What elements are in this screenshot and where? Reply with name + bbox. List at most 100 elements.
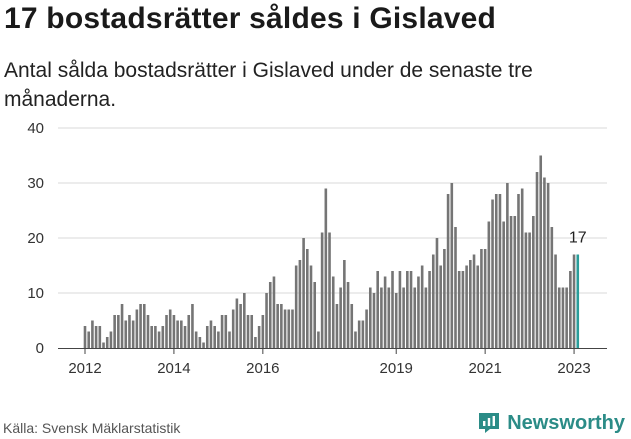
- bar: [539, 155, 543, 348]
- x-axis-ticks: 2012 2014 2016 2019 2021 2023: [68, 348, 591, 377]
- bar: [446, 194, 450, 348]
- bar: [261, 315, 265, 348]
- bar: [472, 254, 476, 348]
- bar: [409, 271, 413, 348]
- y-axis-labels: 0 10 20 30 40: [27, 120, 44, 357]
- bar: [376, 271, 379, 348]
- bar: [331, 276, 335, 348]
- highlight-value-label: 17: [569, 230, 587, 247]
- bar: [502, 221, 505, 348]
- bar: [394, 293, 398, 348]
- x-tick-label: 2016: [246, 360, 279, 377]
- x-tick-label: 2014: [157, 360, 190, 377]
- bar: [250, 315, 254, 348]
- bar-series: [83, 155, 580, 348]
- bar: [513, 216, 517, 348]
- bar: [265, 293, 268, 348]
- x-tick-label: 2012: [68, 360, 101, 377]
- bar: [368, 287, 372, 348]
- bar: [135, 309, 139, 348]
- bar: [228, 331, 231, 348]
- bar: [483, 249, 487, 348]
- bar: [346, 282, 350, 348]
- bar: [372, 293, 376, 348]
- bar: [546, 183, 550, 348]
- bar: [361, 320, 365, 348]
- x-tick-label: 2019: [380, 360, 413, 377]
- bar: [517, 194, 520, 348]
- bar: [380, 287, 383, 348]
- bar: [102, 342, 105, 348]
- bar: [209, 320, 213, 348]
- bar: [383, 276, 387, 348]
- bar: [465, 265, 468, 348]
- bar: [524, 232, 528, 348]
- bar: [213, 326, 216, 348]
- brand-name: Newsworthy: [507, 411, 625, 434]
- bar: [406, 271, 409, 348]
- bar: [335, 304, 339, 348]
- bar: [165, 315, 168, 348]
- bar: [187, 315, 191, 348]
- bar: [287, 309, 291, 348]
- bar: [428, 271, 431, 348]
- bar: [176, 320, 179, 348]
- bar: [476, 265, 480, 348]
- bar: [254, 337, 257, 348]
- y-tick-label: 20: [27, 230, 44, 247]
- bar: [487, 221, 491, 348]
- bar: [569, 271, 572, 348]
- bar: [417, 276, 420, 348]
- bar: [180, 320, 183, 348]
- bar: [450, 183, 454, 348]
- page-title: 17 bostadsrätter såldes i Gislaved: [4, 2, 497, 35]
- bar: [398, 271, 402, 348]
- bar: [257, 326, 261, 348]
- bar: [239, 304, 242, 348]
- bar: [150, 326, 153, 348]
- bar: [528, 232, 531, 348]
- bar: [572, 254, 576, 348]
- bar: [117, 315, 120, 348]
- x-tick-label: 2021: [468, 360, 501, 377]
- bar: [520, 188, 524, 348]
- bar: [457, 271, 461, 348]
- bar: [294, 265, 298, 348]
- bar: [354, 331, 357, 348]
- bar: [543, 177, 546, 348]
- source-credit: Källa: Svensk Mäklarstatistik: [3, 420, 181, 436]
- bar: [202, 342, 205, 348]
- bar: [365, 309, 368, 348]
- bar: [246, 315, 250, 348]
- bar: [557, 287, 561, 348]
- bar: [402, 287, 405, 348]
- bar: [105, 337, 109, 348]
- bar: [469, 260, 472, 348]
- bar: [128, 315, 131, 348]
- bar: [498, 194, 502, 348]
- chart-subtitle: Antal sålda bostadsrätter i Gislaved und…: [4, 59, 533, 111]
- bar: [194, 331, 198, 348]
- brand: Newsworthy: [477, 411, 625, 435]
- bar: [168, 309, 172, 348]
- bar: [98, 326, 102, 348]
- bar: [120, 304, 124, 348]
- bar: [183, 326, 187, 348]
- bar: [306, 249, 309, 348]
- bar: [435, 238, 439, 348]
- highlight-bar: [576, 254, 580, 348]
- bar: [161, 326, 165, 348]
- bar: [198, 337, 202, 348]
- bar: [276, 304, 279, 348]
- bar: [224, 315, 228, 348]
- bar: [328, 232, 331, 348]
- bar: [154, 326, 157, 348]
- bar: [309, 265, 313, 348]
- bar: [313, 282, 317, 348]
- bar: [131, 320, 135, 348]
- bar: [565, 287, 568, 348]
- bar: [443, 249, 446, 348]
- bar: [491, 199, 494, 348]
- bar: [302, 238, 305, 348]
- bar: [124, 320, 128, 348]
